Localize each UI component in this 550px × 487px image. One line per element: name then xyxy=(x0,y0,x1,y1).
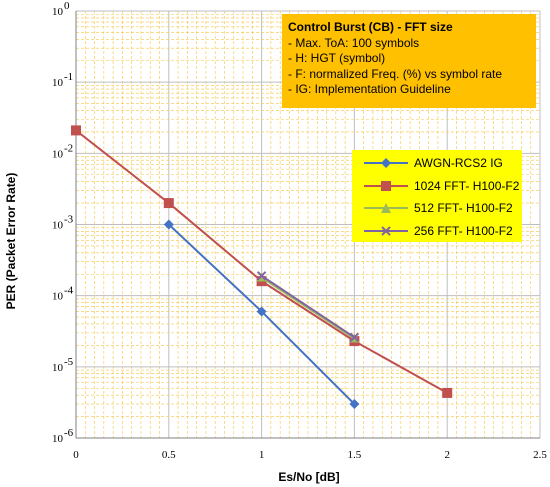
x-tick-label: 0 xyxy=(73,449,79,461)
y-tick-label: 10 xyxy=(52,148,64,160)
legend-swatch-x-icon xyxy=(364,226,408,236)
legend-swatch-triangle-icon xyxy=(364,203,408,214)
info-box-line: - H: HGT (symbol) xyxy=(288,51,386,65)
legend-item: 256 FFT- H100-F2 xyxy=(362,220,522,243)
y-tick-exponent: -1 xyxy=(64,71,73,83)
y-tick-label: 10 xyxy=(52,6,64,18)
x-tick-label: 2.5 xyxy=(533,449,547,461)
x-axis-title: Es/No [dB] xyxy=(278,470,339,484)
info-box-line: - F: normalized Freq. (%) vs symbol rate xyxy=(288,66,503,81)
legend-item: AWGN-RCS2 IG xyxy=(362,152,522,175)
info-box-line: - Max. ToA: 100 symbols xyxy=(288,35,420,50)
info-box-title: Control Burst (CB) - FFT size xyxy=(288,20,453,34)
data-point xyxy=(349,399,360,410)
y-axis-title: PER (Packet Error Rate) xyxy=(4,173,18,310)
y-tick-exponent: -5 xyxy=(64,356,74,368)
legend-item: 512 FFT- H100-F2 xyxy=(362,197,522,220)
legend-label: AWGN-RCS2 IG xyxy=(414,156,503,171)
data-point xyxy=(163,219,174,230)
y-tick-label: 10 xyxy=(52,433,64,445)
legend-label: 512 FFT- H100-F2 xyxy=(414,201,513,216)
y-tick-exponent: 0 xyxy=(64,0,70,12)
data-point xyxy=(256,306,267,317)
y-tick-exponent: -4 xyxy=(64,285,74,297)
info-box-line: - IG: Implementation Guideline xyxy=(288,82,451,96)
data-point xyxy=(71,125,81,136)
data-point xyxy=(442,387,453,398)
x-tick-label: 1 xyxy=(259,449,265,461)
legend-swatch-square-icon xyxy=(364,180,408,191)
x-tick-label: 2 xyxy=(444,449,450,461)
y-tick-label: 10 xyxy=(52,362,64,374)
series-line xyxy=(261,276,355,340)
y-tick-exponent: -3 xyxy=(64,214,74,226)
y-tick-label: 10 xyxy=(52,291,64,303)
data-point xyxy=(163,198,174,209)
series-group xyxy=(71,125,453,410)
legend-label: 256 FFT- H100-F2 xyxy=(414,223,513,238)
series-line xyxy=(261,274,355,339)
legend-label: 1024 FFT- H100-F2 xyxy=(414,178,520,193)
data-point xyxy=(349,332,360,343)
y-tick-exponent: -2 xyxy=(64,142,73,154)
x-tick-label: 0.5 xyxy=(162,449,176,461)
data-point xyxy=(256,271,267,281)
x-tick-label: 1.5 xyxy=(348,449,362,461)
y-tick-exponent: -6 xyxy=(64,427,74,439)
axes xyxy=(75,11,540,439)
y-tick-label: 10 xyxy=(52,220,64,232)
legend-swatch-diamond-icon xyxy=(364,158,408,169)
legend-item: 1024 FFT- H100-F2 xyxy=(362,175,522,198)
legend: AWGN-RCS2 IG 1024 FFT- H100-F2 512 FFT- … xyxy=(352,150,522,242)
y-tick-label: 10 xyxy=(52,77,64,89)
info-box: Control Burst (CB) - FFT size - Max. ToA… xyxy=(282,14,536,108)
